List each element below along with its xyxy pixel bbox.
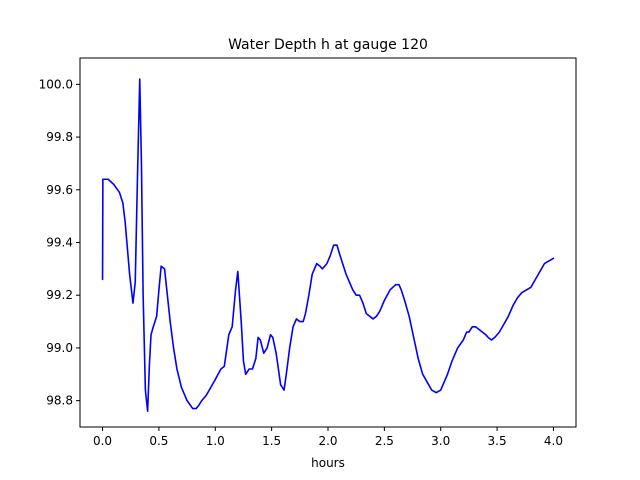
x-tick-label: 4.0 [544,434,563,448]
x-tick-label: 1.5 [262,434,281,448]
x-axis-label: hours [311,456,345,470]
axes-layer: 0.0 0.5 1.0 1.5 2.0 2.5 3.0 3.5 4.0 98.8 99.0 99.2 9… [39,77,563,448]
x-tick-label: 0.5 [149,434,168,448]
y-tick-label: 99.4 [46,236,73,250]
plot-frame [79,57,577,428]
x-tick-label: 2.5 [375,434,394,448]
y-tick-label: 98.8 [46,394,73,408]
x-tick-label: 3.0 [431,434,450,448]
x-tick-label: 2.0 [318,434,337,448]
y-tick-label: 99.2 [46,288,73,302]
y-tick-label: 99.0 [46,341,73,355]
series-layer [101,78,555,412]
water-depth-series-line [101,78,555,412]
chart-title: Water Depth h at gauge 120 [228,37,428,53]
y-tick-label: 99.8 [46,130,73,144]
x-tick-label: 0.0 [93,434,112,448]
y-tick-label: 100.0 [39,77,73,91]
x-tick-label: 3.5 [488,434,507,448]
x-tick-label: 1.0 [206,434,225,448]
y-tick-label: 99.6 [46,183,73,197]
